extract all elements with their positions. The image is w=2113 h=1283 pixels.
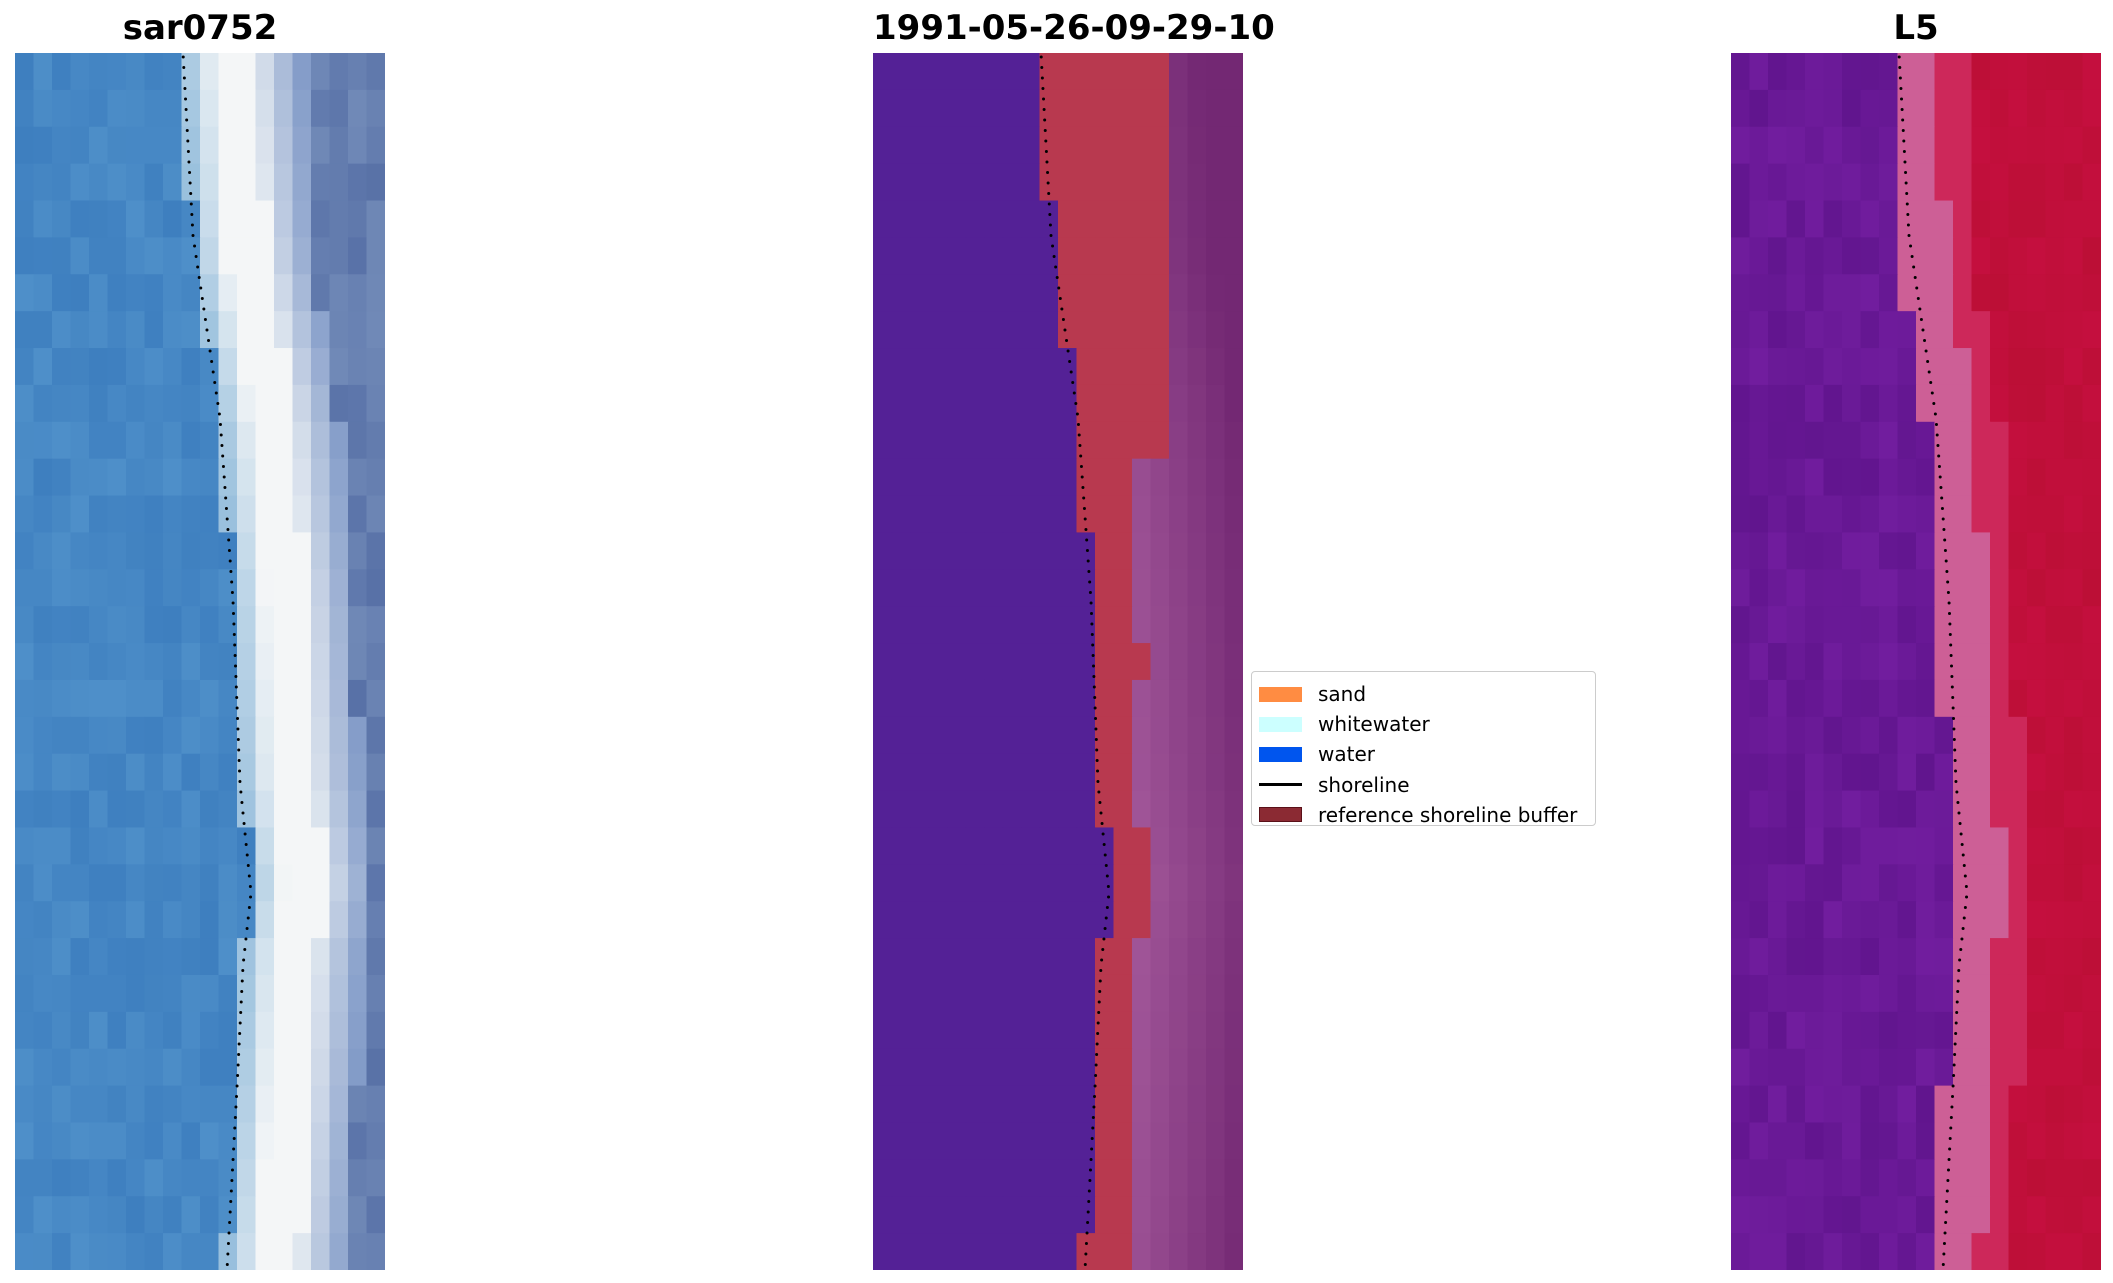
shoreline-line-swatch [1259, 783, 1302, 786]
legend-label: shoreline [1318, 772, 1410, 797]
legend-label: water [1318, 742, 1375, 767]
index-image [1731, 53, 2101, 1270]
legend-item-whitewater: whitewater [1259, 709, 1595, 739]
shoreline-index [1897, 55, 1969, 1266]
rgb-image-panel [15, 53, 385, 1270]
index-image-panel [1731, 53, 2101, 1270]
panel-title-rgb: sar0752 [122, 8, 278, 48]
legend-label: reference shoreline buffer [1318, 802, 1578, 827]
shoreline-rgb [181, 55, 253, 1266]
water-swatch [1259, 746, 1302, 762]
classified-image-panel [873, 53, 1243, 1270]
rgb-image [15, 53, 385, 1270]
legend-item-sand: sand [1259, 679, 1595, 709]
legend: sand whitewater water shoreline referenc… [1251, 671, 1596, 827]
legend-item-water: water [1259, 739, 1595, 769]
legend-item-shoreline: shoreline [1259, 770, 1595, 800]
classified-image [873, 53, 1243, 1270]
panel-title-index: L5 [1893, 8, 1939, 48]
sand-swatch [1259, 686, 1302, 702]
legend-label: whitewater [1318, 712, 1430, 737]
panel-title-classified: 1991-05-26-09-29-10 [873, 8, 1275, 48]
shoreline-classified [1039, 55, 1111, 1266]
reference-buffer-swatch [1259, 807, 1302, 823]
legend-item-reference-buffer: reference shoreline buffer [1259, 800, 1595, 830]
whitewater-swatch [1259, 716, 1302, 732]
legend-label: sand [1318, 682, 1367, 707]
